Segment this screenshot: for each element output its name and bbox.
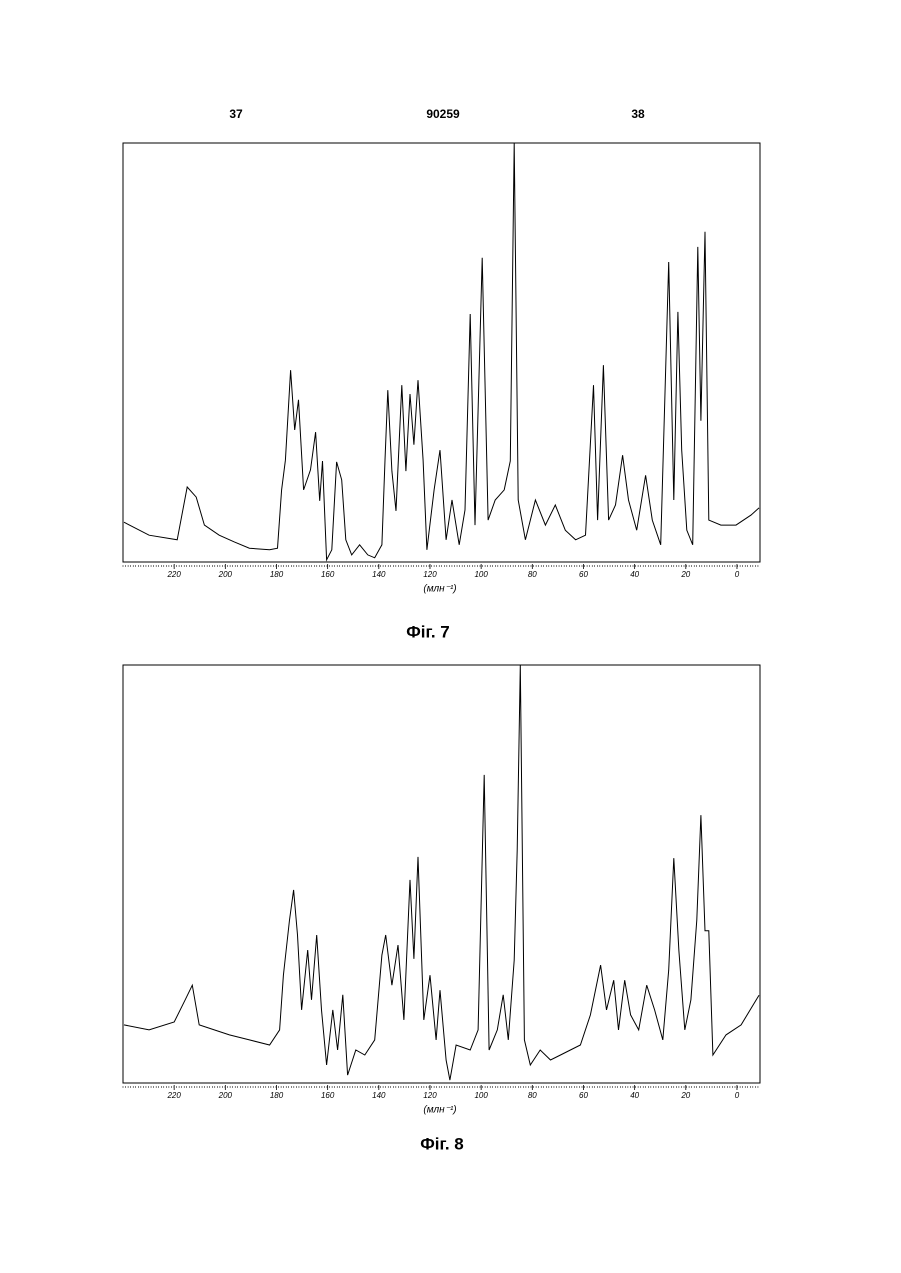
x-tick-label: 160 [321, 1091, 335, 1100]
page: 37 90259 38 2202001801601401201008060402… [0, 0, 901, 1273]
x-tick-label: 100 [474, 1091, 488, 1100]
page-number-left: 37 [229, 107, 243, 121]
x-tick-label: 80 [528, 1091, 537, 1100]
x-tick-label: 80 [528, 570, 537, 579]
x-tick-label: 40 [630, 1091, 639, 1100]
figure-caption: Фіг. 7 [406, 622, 450, 641]
x-tick-label: 20 [680, 1091, 690, 1100]
figure-caption: Фіг. 8 [420, 1134, 464, 1153]
x-tick-label: 40 [630, 570, 639, 579]
x-tick-label: 20 [680, 570, 690, 579]
x-tick-label: 120 [423, 1091, 437, 1100]
plot-frame [123, 143, 760, 562]
x-tick-label: 120 [423, 570, 437, 579]
page-number-right: 38 [631, 107, 645, 121]
x-tick-label: 140 [372, 570, 386, 579]
x-tick-label: 0 [735, 1091, 740, 1100]
x-tick-label: 60 [579, 570, 588, 579]
x-tick-label: 200 [218, 570, 233, 579]
x-tick-label: 0 [735, 570, 740, 579]
x-tick-label: 60 [579, 1091, 588, 1100]
x-tick-label: 220 [166, 1091, 181, 1100]
x-tick-label: 100 [474, 570, 488, 579]
spectrum-line [124, 143, 759, 560]
patent-number: 90259 [426, 107, 460, 121]
x-axis-label: (млн⁻¹) [423, 584, 456, 595]
x-tick-label: 200 [218, 1091, 233, 1100]
x-axis-label: (млн⁻¹) [423, 1105, 456, 1116]
x-tick-label: 140 [372, 1091, 386, 1100]
x-tick-label: 220 [166, 570, 181, 579]
x-tick-label: 180 [270, 1091, 284, 1100]
spectrum-line [124, 665, 759, 1080]
x-tick-label: 180 [270, 570, 284, 579]
x-tick-label: 160 [321, 570, 335, 579]
